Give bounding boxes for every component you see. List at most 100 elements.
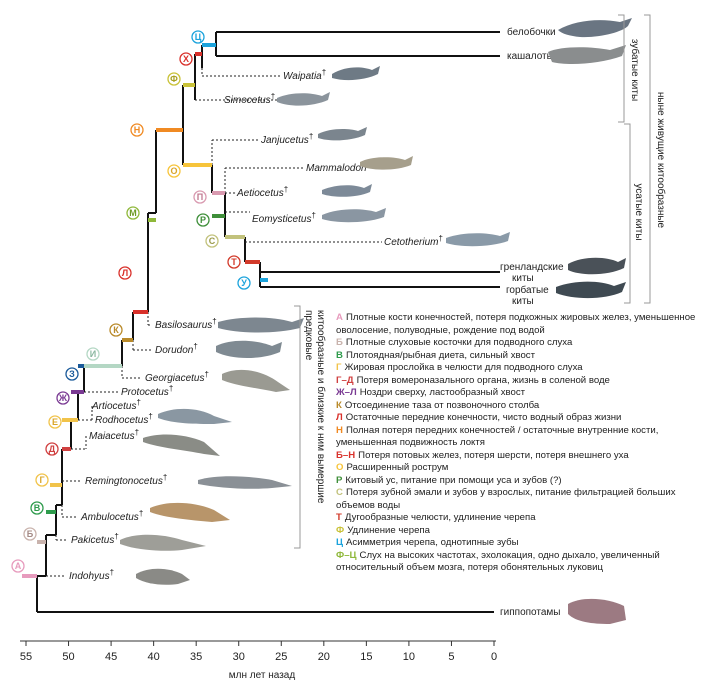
animal-illustrations bbox=[120, 18, 632, 624]
taxon-cetotherium: Cetotherium† bbox=[384, 234, 443, 249]
legend-item: В Плотоядная/рыбная диета, сильный хвост bbox=[336, 350, 696, 363]
legend-key: Б–Н bbox=[336, 449, 356, 461]
node-P: П bbox=[193, 190, 207, 204]
indohyus-icon bbox=[136, 568, 190, 585]
legend-key: В bbox=[336, 349, 343, 361]
node-Zh: Ж bbox=[56, 391, 70, 405]
axis-tick-label: 5 bbox=[448, 651, 454, 663]
taxon-pakicetus: Pakicetus† bbox=[71, 532, 119, 547]
svg-text:О: О bbox=[170, 166, 177, 176]
taxon-bowhead-line1: гренландские bbox=[500, 262, 564, 273]
legend-text: Дугообразные челюсти, удлинение черепа bbox=[344, 512, 536, 523]
axis-tick-label: 55 bbox=[20, 651, 32, 663]
taxon-remingtonocetus: Remingtonocetus† bbox=[85, 473, 167, 488]
taxon-ambulocetus: Ambulocetus† bbox=[80, 509, 143, 524]
svg-text:Б: Б bbox=[27, 529, 34, 539]
legend-key: Р bbox=[336, 474, 343, 486]
axis-tick-label: 50 bbox=[62, 651, 74, 663]
sperm-whale-icon bbox=[548, 45, 626, 64]
axis-tick-label: 0 bbox=[491, 651, 497, 663]
legend-key: Г bbox=[336, 362, 342, 373]
hippo-icon bbox=[568, 598, 626, 624]
time-axis: 55 50 45 40 35 30 25 20 15 10 5 0 млн лет назад bbox=[20, 640, 497, 681]
node-V: В bbox=[30, 501, 44, 515]
taxon-artiocetus: Artiocetus† bbox=[91, 398, 141, 413]
taxon-eomysticetus: Eomysticetus† bbox=[252, 211, 316, 226]
legend-item: Л Остаточные передние конечности, чисто в… bbox=[336, 412, 696, 425]
legend-item: Ж–Л Ноздри сверху, ластообразный хвост bbox=[336, 387, 696, 400]
eomysticetus-icon bbox=[322, 208, 386, 223]
axis-tick-label: 45 bbox=[105, 651, 117, 663]
node-K: К bbox=[109, 323, 123, 337]
legend-text: Слух на высоких частотах, эхолокация, од… bbox=[336, 549, 660, 574]
waipatia-icon bbox=[332, 66, 380, 81]
taxon-rodhocetus: Rodhocetus† bbox=[95, 412, 153, 427]
node-O: О bbox=[167, 164, 181, 178]
simocetus-icon bbox=[277, 92, 330, 106]
svg-text:Д: Д bbox=[49, 444, 56, 454]
taxon-janjucetus: Janjucetus† bbox=[260, 132, 313, 147]
rodhocetus-icon bbox=[158, 408, 232, 424]
legend-item: Н Полная потеря передних конечностей / ос… bbox=[336, 425, 696, 450]
axis-tick-label: 40 bbox=[148, 651, 160, 663]
legend-text: Расширенный рострум bbox=[346, 462, 449, 473]
node-G: Г bbox=[35, 473, 49, 487]
axis-tick-label: 35 bbox=[190, 651, 202, 663]
svg-text:Г: Г bbox=[39, 475, 44, 485]
node-markers: А Б В Г Д Е Ж З И К Л М Н О П Р С Т У Ф … bbox=[11, 30, 251, 573]
legend-text: Плотные слуховые косточки для подводного… bbox=[345, 337, 573, 348]
taxon-bowhead-line2: киты bbox=[512, 273, 534, 284]
node-X: Х bbox=[179, 52, 193, 66]
node-B: Б bbox=[23, 527, 37, 541]
svg-text:Х: Х bbox=[183, 54, 189, 64]
label-baleen-whales: усатые киты bbox=[633, 183, 644, 240]
dorudon-icon bbox=[216, 340, 282, 358]
taxon-indohyus: Indohyus† bbox=[69, 568, 114, 583]
taxon-hippos: гиппопотамы bbox=[500, 607, 560, 618]
legend-item: Ф Удлинение черепа bbox=[336, 525, 696, 538]
fossil-taxa: Waipatia† Simocetus† Janjucetus† Mammalo… bbox=[69, 68, 443, 583]
svg-text:В: В bbox=[34, 503, 41, 513]
taxon-georgiacetus: Georgiacetus† bbox=[145, 370, 209, 385]
legend-item: Г Жировая прослойка в челюсти для подводн… bbox=[336, 362, 696, 375]
axis-tick-label: 30 bbox=[233, 651, 245, 663]
legend-key: Т bbox=[336, 512, 342, 523]
node-E: Е bbox=[48, 415, 62, 429]
svg-text:Ф: Ф bbox=[170, 74, 178, 84]
cetotherium-icon bbox=[446, 232, 510, 247]
node-L: Л bbox=[118, 266, 132, 280]
character-bars bbox=[22, 43, 268, 578]
node-T: Т bbox=[227, 255, 241, 269]
maiacetus-icon bbox=[143, 434, 220, 456]
svg-text:А: А bbox=[15, 561, 22, 571]
svg-text:Р: Р bbox=[200, 215, 206, 225]
label-ancient-line1: предковые bbox=[303, 310, 314, 361]
taxon-humpback-line2: киты bbox=[512, 296, 534, 307]
axis-title: млн лет назад bbox=[229, 670, 296, 681]
axis-tick-label: 10 bbox=[403, 651, 415, 663]
legend-text: Жировая прослойка в челюсти для подводно… bbox=[344, 362, 583, 373]
legend-item: Ф–Ц Слух на высоких частотах, эхолокация,… bbox=[336, 550, 696, 575]
svg-text:Л: Л bbox=[122, 268, 128, 278]
legend-key: Л bbox=[336, 412, 343, 423]
svg-text:У: У bbox=[241, 278, 247, 288]
svg-text:З: З bbox=[69, 369, 75, 379]
legend-key: А bbox=[336, 312, 343, 323]
node-F: Ф bbox=[167, 72, 181, 86]
legend-text: Асимметрия черепа, однотипные зубы bbox=[346, 537, 519, 548]
legend-text: Ноздри сверху, ластообразный хвост bbox=[359, 387, 526, 398]
label-ancient-line2: китообразные и близкие к ним вымершие bbox=[315, 310, 327, 504]
legend-text: Потеря потовых желез, потеря шерсти, пот… bbox=[358, 449, 629, 461]
legend-text: Удлинение черепа bbox=[347, 524, 430, 536]
legend-item: С Потеря зубной эмали и зубов у взрослых,… bbox=[336, 487, 696, 512]
axis-tick-label: 20 bbox=[318, 651, 330, 663]
dolphin-icon bbox=[558, 18, 632, 38]
legend-text: Отсоединение таза от позвоночного столба bbox=[344, 399, 540, 411]
ambulocetus-icon bbox=[150, 502, 230, 522]
legend-item: О Расширенный рострум bbox=[336, 462, 696, 475]
label-modern-cetaceans: ныне живущие китообразные bbox=[655, 92, 667, 229]
label-toothed-whales: зубатые киты bbox=[629, 39, 641, 101]
svg-text:Е: Е bbox=[52, 417, 58, 427]
georgiacetus-icon bbox=[222, 369, 290, 392]
